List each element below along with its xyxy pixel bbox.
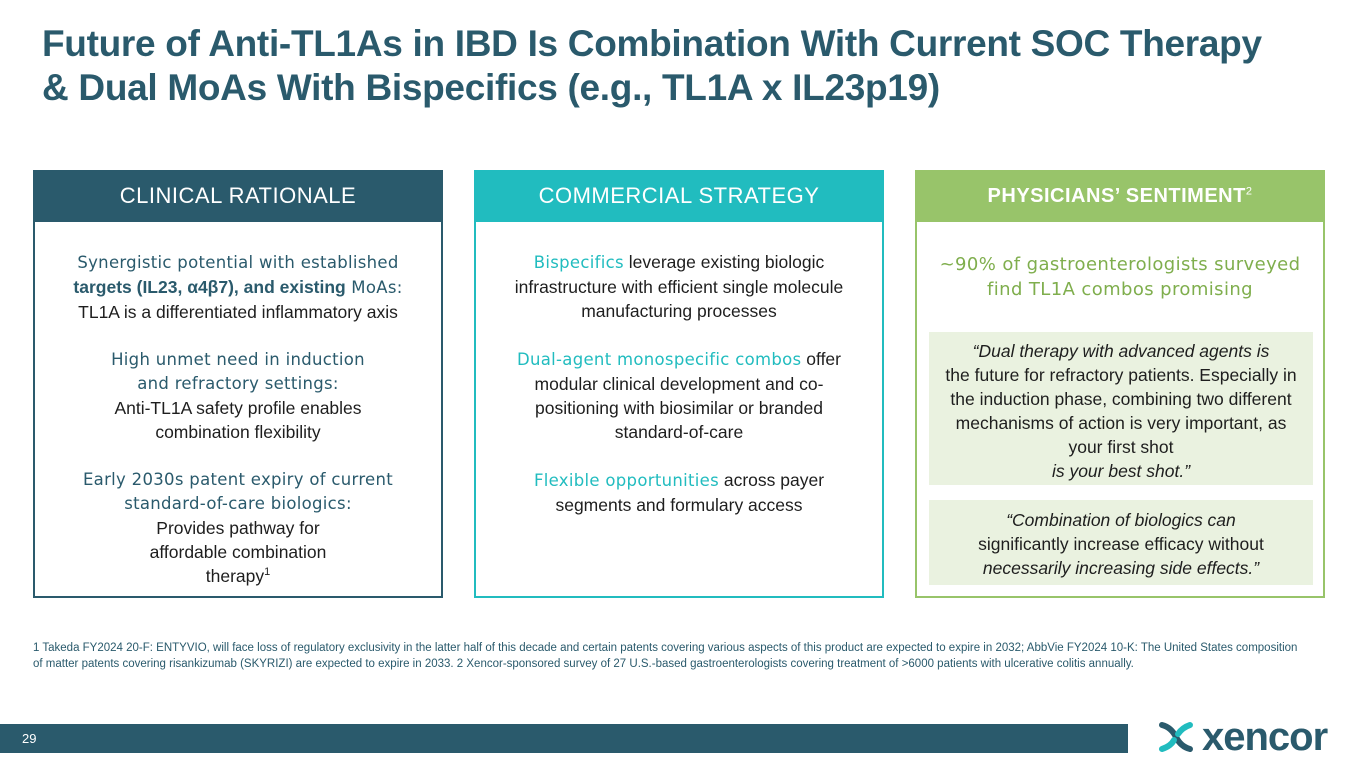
commercial-strategy-header: COMMERCIAL STRATEGY [474, 170, 884, 222]
title-line-1: Future of Anti-TL1As in IBD Is Combinati… [42, 23, 1262, 64]
clinical-point-2: High unmet need in induction and refract… [53, 348, 423, 444]
commercial-strategy-panel: COMMERCIAL STRATEGY Bispecifics leverage… [474, 170, 884, 598]
footnote-ref-2: 2 [1245, 185, 1253, 198]
commercial-strategy-body: Bispecifics leverage existing biologic i… [476, 222, 882, 517]
physicians-sentiment-header: PHYSICIANS’ SENTIMENT2 [915, 170, 1325, 222]
commercial-point-1-highlight: Bispecifics [533, 253, 624, 272]
clinical-point-1-highlight: Synergistic potential with established [77, 253, 399, 272]
clinical-point-1: Synergistic potential with established t… [53, 250, 423, 324]
physician-quote-1: “Dual therapy with advanced agents is th… [929, 332, 1313, 485]
commercial-point-2-text: offer modular clinical development and c… [534, 349, 841, 442]
commercial-point-1: Bispecifics leverage existing biologic i… [494, 250, 864, 323]
xencor-logo: xencor [1156, 714, 1328, 759]
footnote-ref-1: 1 [264, 566, 271, 579]
survey-stat: ~90% of gastroenterologists surveyed fin… [939, 254, 1301, 300]
clinical-point-1-bold: targets (IL23, α4β7), and existing [73, 277, 346, 297]
xencor-logo-icon [1159, 722, 1193, 752]
commercial-point-2: Dual-agent monospecific combos offer mod… [494, 347, 864, 444]
clinical-point-1-highlight-b: MoAs: [345, 278, 403, 297]
xencor-logo-text: xencor [1202, 714, 1328, 759]
physicians-sentiment-panel: PHYSICIANS’ SENTIMENT2 ~90% of gastroent… [915, 170, 1325, 598]
footer-bar [0, 724, 1128, 753]
commercial-point-1-text: leverage existing biologic infrastructur… [514, 252, 844, 321]
clinical-point-2-text: Anti-TL1A safety profile enables combina… [114, 398, 362, 442]
page-title: Future of Anti-TL1As in IBD Is Combinati… [42, 22, 1332, 110]
clinical-point-1-text: TL1A is a differentiated inflammatory ax… [78, 302, 398, 322]
physician-quote-2: “Combination of biologics can significan… [929, 500, 1313, 585]
footnote: 1 Takeda FY2024 20-F: ENTYVIO, will face… [33, 642, 1298, 670]
commercial-point-3-text: across payer segments and formulary acce… [555, 470, 825, 515]
clinical-rationale-header: CLINICAL RATIONALE [33, 170, 443, 222]
clinical-point-2-highlight: High unmet need in induction and refract… [111, 350, 365, 393]
commercial-point-2-highlight: Dual-agent monospecific combos [516, 350, 802, 369]
page-number: 29 [22, 731, 37, 746]
clinical-point-3-highlight: Early 2030s patent expiry of current sta… [82, 470, 394, 513]
title-line-2: & Dual MoAs With Bispecifics (e.g., TL1A… [42, 67, 940, 108]
commercial-point-3: Flexible opportunities across payer segm… [494, 468, 864, 517]
clinical-point-3: Early 2030s patent expiry of current sta… [53, 468, 423, 588]
clinical-rationale-body: Synergistic potential with established t… [35, 222, 441, 588]
clinical-point-3-text: Provides pathway for affordable combinat… [149, 518, 327, 586]
commercial-point-3-highlight: Flexible opportunities [533, 471, 719, 490]
clinical-rationale-panel: CLINICAL RATIONALE Synergistic potential… [33, 170, 443, 598]
